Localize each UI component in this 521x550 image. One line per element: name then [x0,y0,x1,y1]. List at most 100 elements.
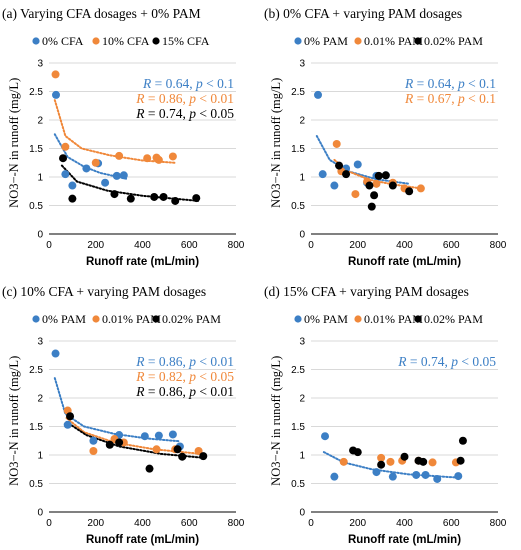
data-point [332,139,341,148]
data-point [173,445,182,454]
legend-label: 0.01% PAM [364,34,423,48]
data-point [388,181,397,190]
y-tick-label: 1.5 [29,144,43,155]
x-tick-label: 800 [228,518,245,529]
data-point [115,438,124,447]
data-point [51,349,60,358]
data-point [388,472,397,481]
data-point [419,457,428,466]
y-tick-label: 2.5 [29,365,43,376]
legend-label: 10% CFA [102,34,150,48]
data-point [159,192,168,201]
legend-marker [414,315,422,323]
data-point [61,142,70,151]
data-point [112,171,121,180]
y-tick-label: 3 [299,337,305,348]
y-tick-label: 0.5 [29,479,43,490]
data-point [63,420,72,429]
y-axis-label: NO3−-N in runoff (mg/L) [269,356,283,486]
legend-label: 0% PAM [304,312,348,326]
legend-marker [32,37,40,45]
x-tick-label: 600 [443,518,460,529]
x-axis-label: Runoff rate (mL/min) [86,256,199,268]
y-tick-label: 2.5 [291,365,305,376]
y-tick-label: 2.5 [29,87,43,98]
legend-marker [92,37,100,45]
data-point [61,170,70,179]
x-axis-label: Runoff rate (mL/min) [348,256,461,268]
data-point [171,196,180,205]
data-point [370,191,379,200]
x-tick-label: 200 [349,518,366,529]
legend-label: 0.02% PAM [424,312,483,326]
data-point [101,178,110,187]
data-point [66,412,75,421]
legend-label: 0% PAM [42,312,86,326]
chart-panel-1: (a) Varying CFA dosages + 0% PAM 0% CFA 10… [2,6,245,268]
legend-marker [294,37,302,45]
data-point [115,151,124,160]
legend-label: 0.02% PAM [424,34,483,48]
chart-title: (c) 10% CFA + varying PAM dosages [2,284,206,299]
chart-title: (a) Varying CFA dosages + 0% PAM [2,6,201,21]
stat-annotation: R = 0.74, p < 0.05 [397,354,496,369]
y-tick-label: 1.5 [291,144,305,155]
x-tick-label: 200 [87,240,104,251]
x-tick-label: 800 [228,240,245,251]
x-tick-label: 0 [308,240,314,251]
data-point [59,154,68,163]
data-point [91,158,100,167]
data-point [105,440,114,449]
y-axis-label: NO3−-N in runoff (mg/L) [269,78,283,208]
y-tick-label: 0.5 [291,479,305,490]
data-point [381,171,390,180]
chart-panel-4: (d) 15% CFA + varying PAM dosages 0% PAM 0… [264,284,507,546]
x-tick-label: 400 [396,518,413,529]
x-tick-label: 800 [490,240,507,251]
data-point [52,90,61,99]
data-point [82,164,91,173]
stat-annotation: R = 0.86, p < 0.01 [135,384,234,399]
data-point [458,436,467,445]
y-tick-label: 1 [37,451,43,462]
y-tick-label: 2 [299,394,305,405]
y-tick-label: 2 [37,116,43,127]
data-point [330,472,339,481]
data-point [335,161,344,170]
x-tick-label: 0 [46,518,52,529]
data-point [318,170,327,179]
x-tick-label: 200 [349,240,366,251]
x-tick-label: 400 [134,518,151,529]
data-point [456,456,465,465]
x-tick-label: 0 [308,518,314,529]
chart-panel-3: (c) 10% CFA + varying PAM dosages 0% PAM 0… [2,284,245,546]
data-point [351,190,360,199]
x-tick-label: 200 [87,518,104,529]
data-point [367,202,376,211]
data-point [89,436,98,445]
x-tick-label: 600 [443,240,460,251]
legend-label: 0% CFA [42,34,84,48]
stat-annotation: R = 0.82, p < 0.05 [135,369,234,384]
y-tick-label: 2.5 [291,87,305,98]
y-tick-label: 3 [37,59,43,70]
x-tick-label: 800 [490,518,507,529]
x-tick-label: 400 [134,240,151,251]
y-tick-label: 1 [299,173,305,184]
trend-line [53,377,181,443]
data-point [140,432,149,441]
stat-annotation: R = 0.67, p < 0.1 [404,91,496,106]
data-point [428,458,437,467]
data-point [314,90,323,99]
y-tick-label: 3 [37,337,43,348]
y-tick-label: 0 [299,230,305,241]
y-tick-label: 0 [37,230,43,241]
x-axis-label: Runoff rate (mL/min) [86,534,199,546]
y-tick-label: 3 [299,59,305,70]
data-point [372,468,381,477]
data-point [372,179,381,188]
legend-label: 15% CFA [162,34,210,48]
data-point [194,447,203,456]
x-tick-label: 600 [181,518,198,529]
